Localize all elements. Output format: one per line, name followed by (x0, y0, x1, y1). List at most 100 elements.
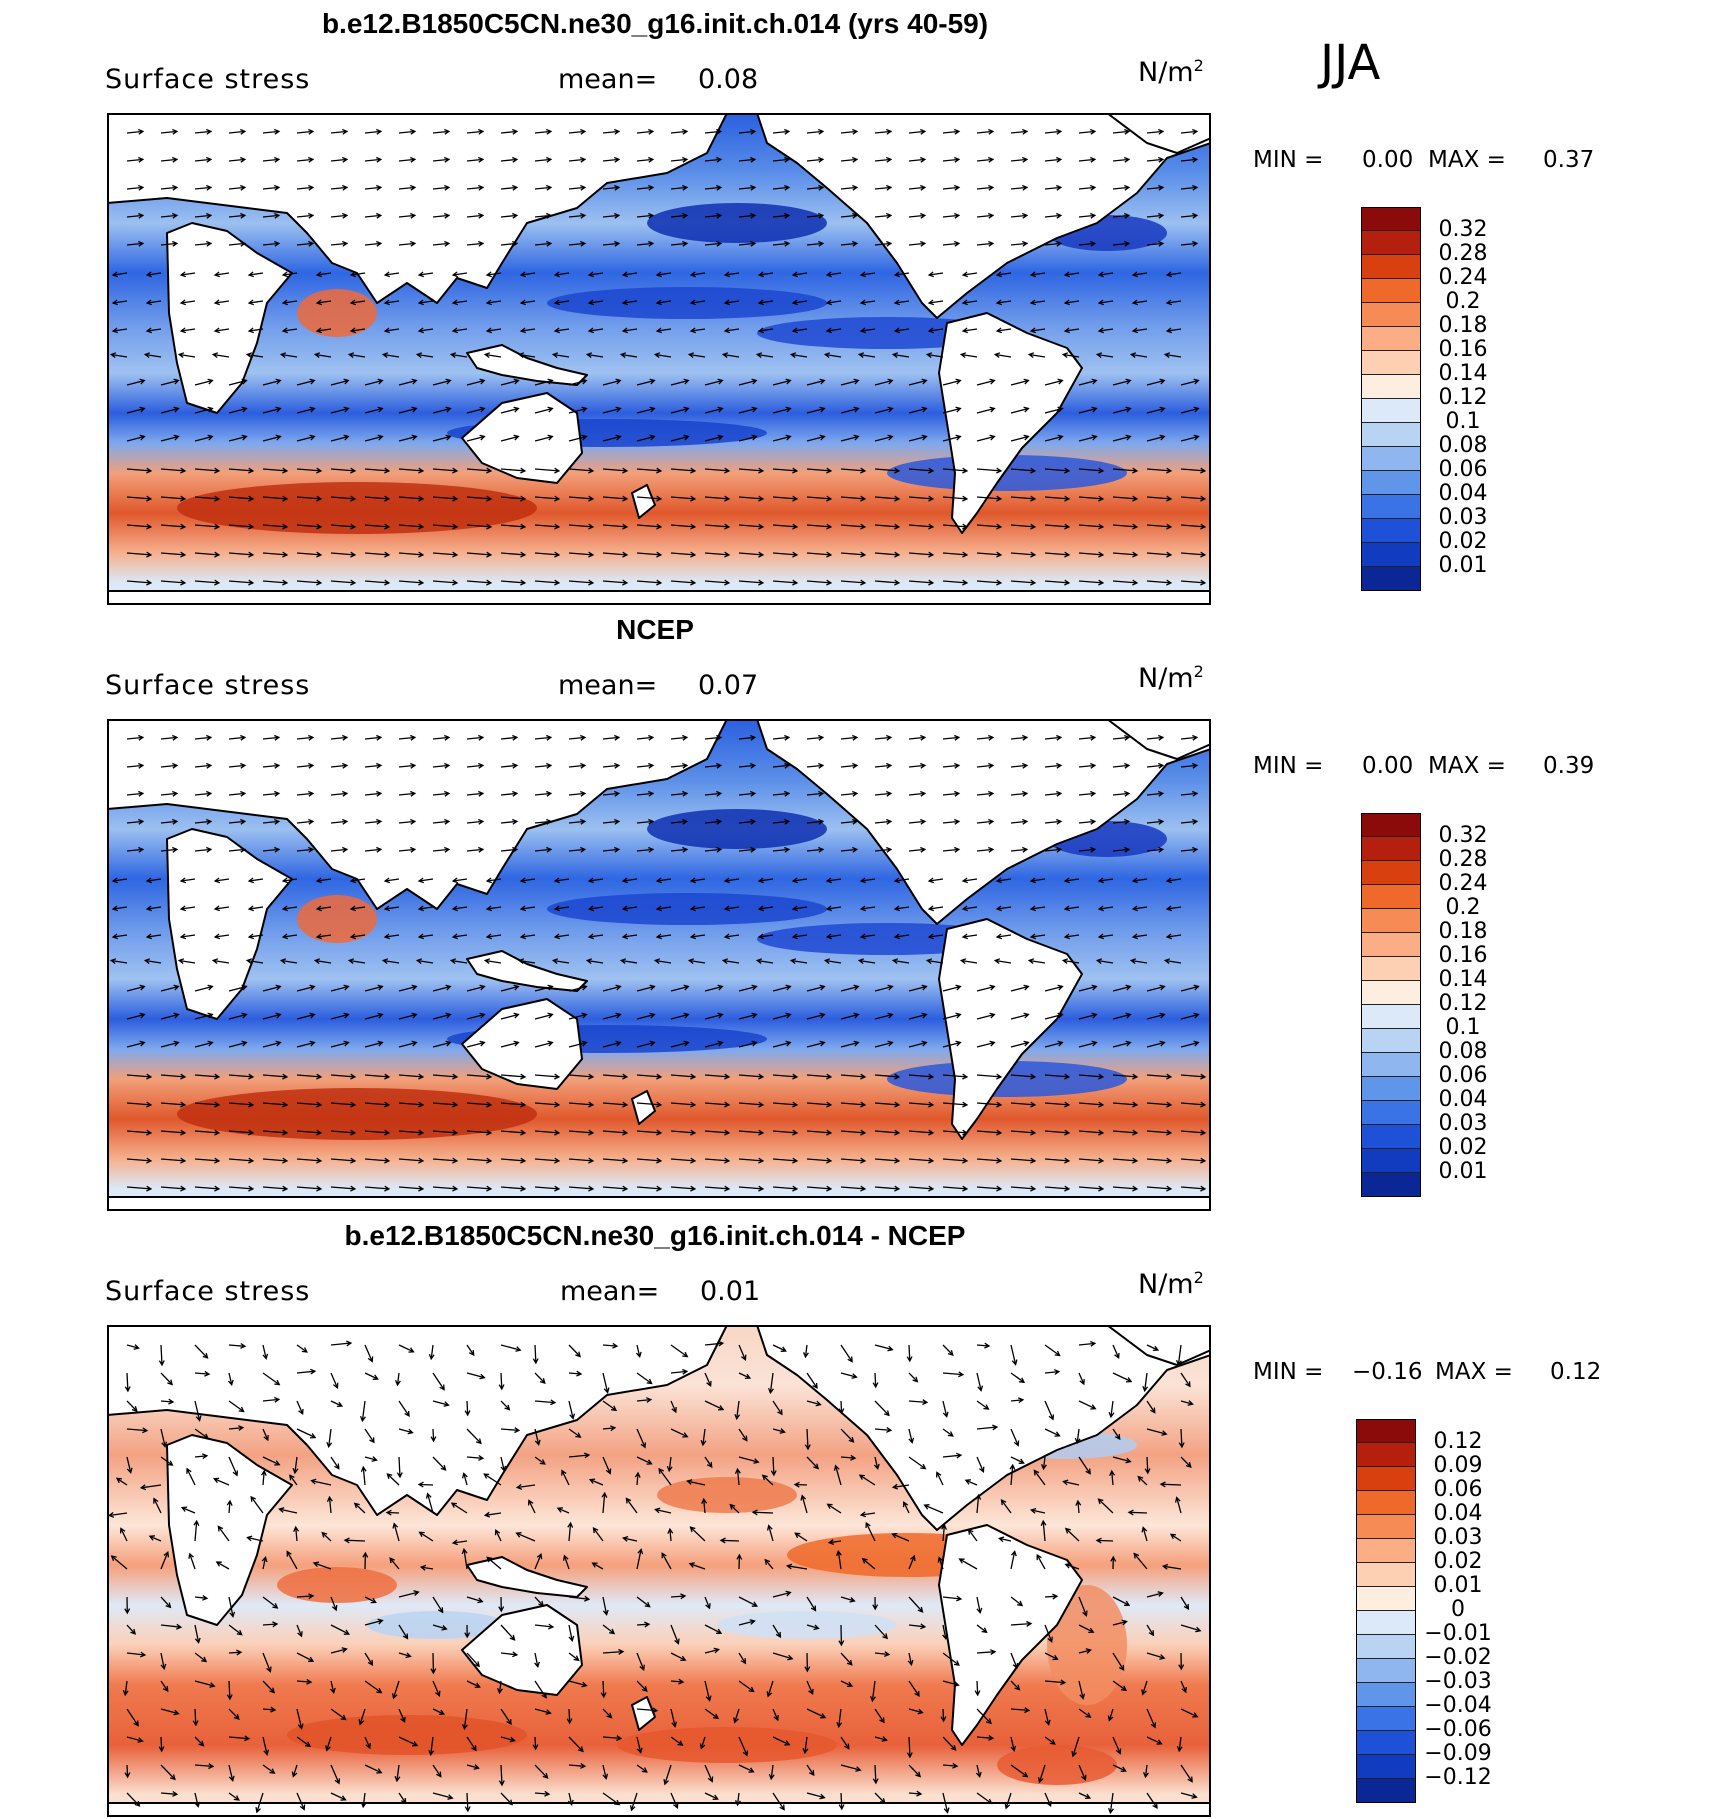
stress-vector (927, 271, 944, 278)
stress-vector (568, 790, 587, 797)
stress-vector (1044, 1040, 1064, 1048)
stress-vector (415, 352, 434, 359)
stress-vector (398, 434, 418, 442)
stress-vector (262, 406, 282, 414)
stress-vector (515, 1483, 536, 1490)
stress-vector (553, 905, 570, 912)
stress-vector (738, 984, 758, 992)
stress-vector (389, 1557, 400, 1570)
stress-vector (534, 406, 554, 414)
stress-vector (806, 406, 826, 414)
stress-vector (500, 762, 519, 769)
stress-vector (466, 579, 493, 586)
stress-vector (262, 434, 282, 442)
stress-vector (700, 1428, 707, 1447)
stress-vector (398, 1428, 414, 1435)
stress-vector (1010, 1344, 1018, 1366)
stress-vector (772, 184, 791, 191)
stress-vector (126, 434, 146, 442)
stress-vector (826, 1503, 842, 1514)
stress-vector (1112, 818, 1131, 825)
stress-vector (738, 184, 757, 191)
stress-vector (976, 378, 996, 386)
stress-vector (194, 1792, 201, 1808)
stress-vector (160, 1680, 169, 1693)
stress-vector (893, 327, 910, 334)
stress-vector (859, 271, 876, 278)
stress-vector (281, 299, 298, 306)
stress-vector (670, 378, 690, 386)
stress-vector (461, 1472, 468, 1486)
stress-vector (704, 1340, 725, 1347)
stress-vector (432, 1073, 459, 1080)
stress-vector (194, 1763, 215, 1770)
stress-vector (704, 818, 723, 825)
stress-vector (262, 467, 289, 474)
stress-vector (315, 299, 332, 306)
stress-vector (330, 523, 357, 530)
stress-vector (568, 762, 587, 769)
stress-vector (262, 1396, 281, 1403)
stress-vector (1180, 818, 1199, 825)
stress-vector (500, 1185, 527, 1192)
stress-vector (1071, 1736, 1080, 1758)
stress-vector (466, 734, 485, 741)
stress-vector (935, 1471, 944, 1486)
stress-vector (432, 984, 452, 992)
stress-vector (667, 1527, 674, 1542)
stress-vector (976, 1372, 984, 1392)
stress-vector (126, 212, 145, 219)
stress-vector (670, 734, 689, 741)
stress-vector (976, 434, 996, 442)
stress-vector (553, 271, 570, 278)
stress-vector (738, 1101, 765, 1108)
stress-vector (519, 271, 536, 278)
stress-vector (1133, 1552, 1148, 1570)
colorbar-swatch (1361, 447, 1421, 471)
stress-vector (670, 1736, 684, 1746)
stress-vector (330, 1792, 347, 1801)
stress-vector (553, 327, 570, 334)
stress-vector (636, 406, 656, 414)
stress-vector (126, 378, 146, 386)
stress-vector (733, 1708, 740, 1724)
stress-vector (228, 984, 248, 992)
stress-vector (194, 240, 213, 247)
stress-vector (1044, 128, 1063, 135)
colorbar-swatch (1356, 1635, 1416, 1659)
colorbar-tick-label: 0.32 (1438, 217, 1488, 242)
max-value: 0.12 (1550, 1359, 1602, 1385)
stress-vector (602, 184, 621, 191)
stress-vector (398, 579, 425, 586)
stress-vector (228, 1425, 245, 1431)
stress-vector (1146, 846, 1165, 853)
stress-vector (772, 846, 791, 853)
stress-vector (534, 551, 561, 558)
stress-vector (330, 579, 357, 586)
stress-vector (840, 846, 859, 853)
stress-vector (1078, 1040, 1098, 1048)
stress-vector (145, 933, 162, 940)
min-label: MIN = (1253, 147, 1324, 173)
stress-vector (587, 905, 604, 912)
stress-vector (519, 877, 536, 884)
stress-vector (670, 184, 689, 191)
stress-vector (1044, 1073, 1071, 1080)
stress-vector (908, 551, 935, 558)
stress-vector (568, 378, 588, 386)
stress-vector (466, 1185, 493, 1192)
stress-vector (689, 1526, 706, 1542)
stress-vector (636, 734, 655, 741)
stress-vector (466, 818, 485, 825)
stress-vector (568, 240, 587, 247)
stress-vector (360, 1465, 367, 1486)
stress-vector (670, 1678, 685, 1685)
stress-vector (432, 212, 451, 219)
stress-vector (738, 818, 757, 825)
stress-vector (1044, 1624, 1053, 1643)
stress-vector (670, 579, 697, 586)
stress-vector (636, 1185, 663, 1192)
stress-vector (1063, 933, 1080, 940)
stress-vector (721, 958, 740, 965)
stress-vector (840, 128, 859, 135)
